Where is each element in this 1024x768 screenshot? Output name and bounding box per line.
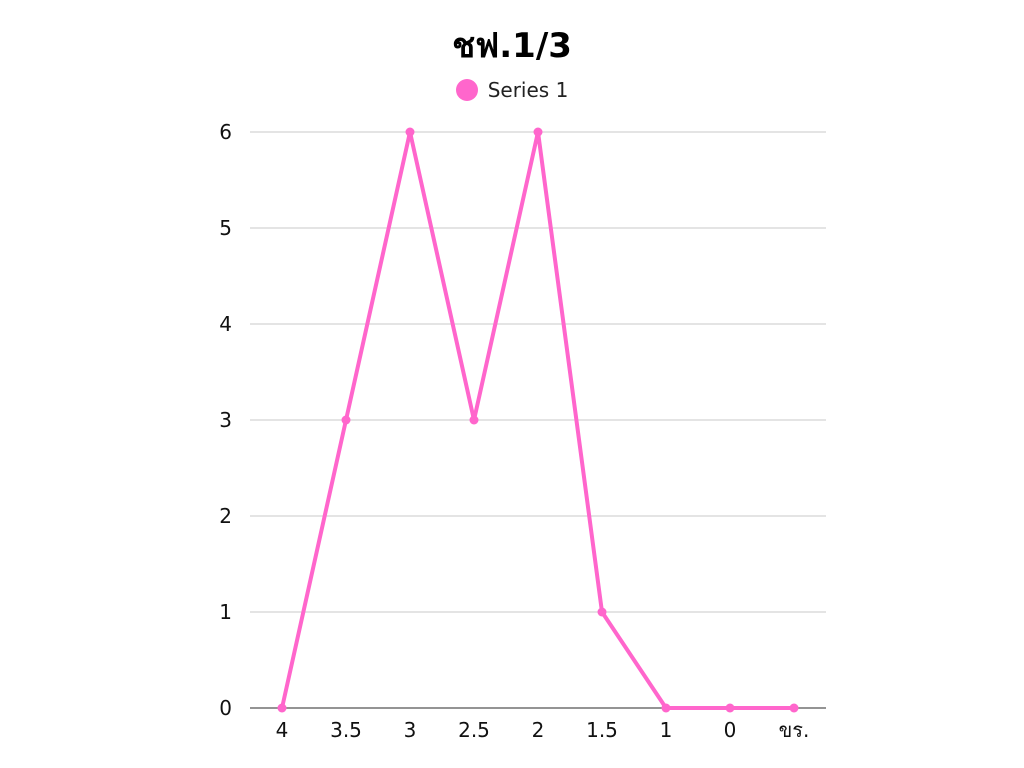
y-tick-label-3: 3 [219,408,232,432]
x-tick-label-4: 2 [532,718,545,742]
x-tick-label-5: 1.5 [586,718,618,742]
x-tick-label-7: 0 [724,718,737,742]
gridlines [250,131,826,613]
data-point-1-2 [405,127,415,137]
y-tick-label-6: 6 [219,120,232,144]
data-point-1-3 [469,415,479,425]
data-point-1-7 [725,703,735,713]
data-point-1-1 [341,415,351,425]
y-tick-label-1: 1 [219,600,232,624]
chart-title: ชฟ.1/3 [452,26,572,66]
data-point-1-5 [597,607,607,617]
data-point-1-0 [277,703,287,713]
x-tick-label-0: 4 [276,718,289,742]
y-tick-label-4: 4 [219,312,232,336]
legend-swatch-series-1 [455,79,478,101]
y-tick-label-5: 5 [219,216,232,240]
data-point-1-4 [533,127,543,137]
x-tick-label-2: 3 [404,718,417,742]
data-point-1-6 [661,703,671,713]
y-tick-label-2: 2 [219,504,232,528]
x-tick-label-3: 2.5 [458,718,490,742]
legend: Series 1 [0,78,1024,102]
x-tick-label-1: 3.5 [330,718,362,742]
y-tick-label-0: 0 [219,696,232,720]
x-tick-label-8: ขร. [779,718,810,742]
data-point-1-8 [789,703,799,713]
x-tick-label-6: 1 [660,718,673,742]
legend-label-series-1: Series 1 [487,78,569,102]
tick-labels: 0 1 2 3 4 5 6 4 3.5 3 2.5 2 1.5 1 0 ขร. [219,120,809,742]
series-layer [277,127,799,713]
